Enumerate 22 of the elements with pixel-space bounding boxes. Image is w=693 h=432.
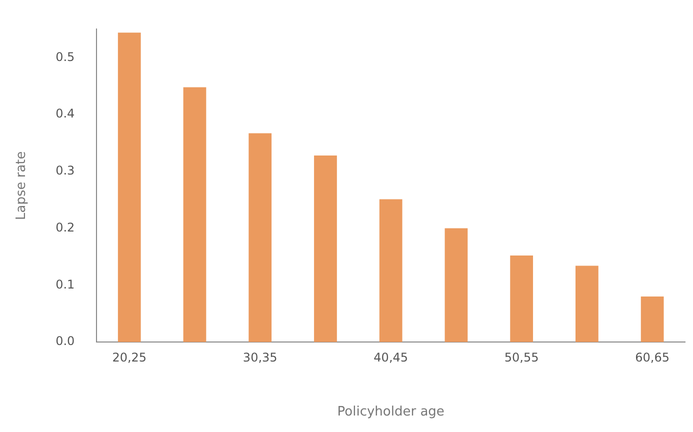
bar — [640, 296, 664, 342]
bar — [248, 133, 272, 342]
x-tick-label: 40,45 — [374, 350, 408, 364]
y-tick-label: 0.3 — [56, 164, 75, 178]
x-axis-title: Policyholder age — [337, 404, 444, 420]
x-tick-label: 30,35 — [242, 350, 278, 364]
bar — [314, 155, 337, 342]
bar — [510, 256, 534, 342]
x-tick-label: 20,25 — [112, 350, 147, 364]
x-tick-label: 50,55 — [504, 350, 539, 364]
bar — [444, 228, 468, 342]
bar — [576, 266, 598, 342]
bar — [183, 87, 206, 342]
bar — [379, 199, 402, 342]
y-axis-title: Lapse rate — [14, 151, 30, 220]
y-tick-label: 0.4 — [56, 106, 75, 121]
y-tick-label: 0.2 — [56, 220, 75, 234]
y-tick-label: 0.1 — [56, 277, 75, 292]
x-tick-label: 60,65 — [635, 350, 670, 364]
y-tick-label: 0.5 — [56, 50, 75, 64]
bar — [118, 32, 141, 342]
y-tick-label: 0.0 — [56, 334, 75, 348]
